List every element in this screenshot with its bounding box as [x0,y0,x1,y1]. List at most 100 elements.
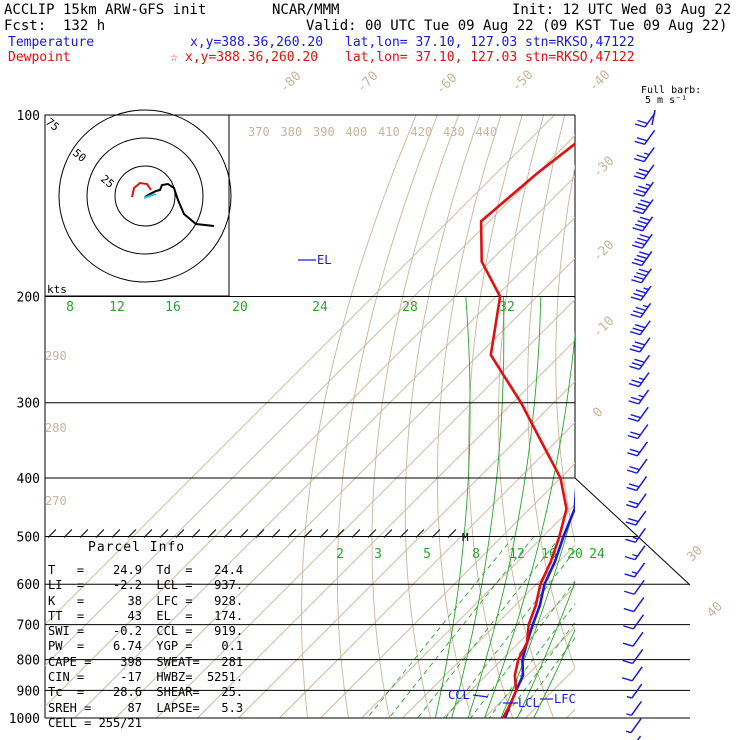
wind-barb-flag [623,625,634,630]
model-title: ACCLIP 15km ARW-GFS init [4,2,207,18]
dewpoint-legend: Dewpoint [8,50,71,65]
moist-adiabat [500,502,575,719]
wind-barb-flag [623,607,635,613]
wind-barb-flag [632,344,643,350]
wind-barb-flag [628,500,639,505]
wind-barb-flag [639,251,650,256]
wind-barb-flag [629,348,641,353]
parcel-row: CAPE = 398 SWEAT= 281 [48,654,244,669]
wind-barb-flag [632,327,643,332]
mixing-ratio-label: 24 [589,547,605,562]
wind-barb-half [626,695,633,699]
wind-barb-staff [631,683,643,699]
wind-barb [624,545,646,561]
wind-barb-flag [631,244,643,249]
hatch-mark [335,529,345,538]
pressure-label: 100 [17,109,40,124]
wind-barb [626,475,648,492]
isotherm-label: -80 [277,69,304,96]
wind-barb-flag [632,227,643,232]
org-label: NCAR/MMM [272,2,340,18]
wind-barb-flag [636,254,648,260]
barb-scale-title: Full barb: [641,85,702,96]
mixing-ratio-line [388,536,535,719]
temperature-latlon: lat,lon= 37.10, 127.03 [345,35,518,50]
wind-barb-staff [635,475,648,491]
wind-barbs [621,109,656,740]
wind-barb [630,285,652,301]
wind-barb [630,302,652,319]
isotherm-line [361,503,575,719]
wind-barb-flag [632,209,644,215]
wind-barb-flag [635,206,646,211]
mixing-ratio-line [445,550,575,719]
moist-adiabat-label: 20 [232,300,248,315]
parcel-info-title: Parcel Info [88,540,186,555]
wind-barb-flag [628,400,639,405]
sounding-traces [479,142,575,719]
dry-adiabat [610,115,718,718]
wind-barb-half [632,536,639,540]
wind-barb-flag [635,189,647,194]
parcel-row: K = 38 LFC = 928. [48,593,244,608]
wind-barb [627,406,649,422]
wind-barb-staff [631,649,644,664]
isotherm-line [238,380,575,719]
isotherm-line [74,216,575,719]
wind-barb [626,683,643,699]
wind-barb-half [638,394,644,398]
wind-barb-flag [627,452,638,457]
mixing-ratio-label: 3 [374,547,382,562]
wind-barb-half [632,553,638,557]
wind-barb-staff [637,406,649,422]
hatch-mark [207,529,217,538]
wind-barb-flag [623,590,635,595]
wind-barb-staff [630,700,643,716]
forecast-hour: Fcst: 132 h [4,18,106,34]
wind-barb [629,337,651,353]
dry-adiabat [371,115,460,719]
wind-barb [631,233,653,249]
wind-barb [632,216,654,232]
isotherm-label: 0 [590,405,606,421]
wind-barb-flag [631,279,642,284]
theta-label: 290 [45,349,67,363]
wind-barb [625,527,647,544]
hodograph-upper-segment [144,182,215,227]
pressure-label: 400 [17,472,40,487]
moist-adiabat-label: 28 [402,300,418,315]
m-marker: M [462,531,469,544]
wind-barb-flag [631,379,642,384]
wind-barb [623,614,645,630]
dewpoint-station: stn=RKSO,47122 [525,50,635,65]
wind-barb-flag [636,154,647,159]
wind-barb-flag [640,199,651,204]
wind-barb [632,199,654,215]
wind-barb-staff [634,545,646,561]
wind-barb [626,458,648,474]
wind-barb-staff [633,562,646,578]
isotherm-label: -70 [354,69,381,96]
isotherm-line [197,339,575,719]
wind-barb-flag [628,517,639,523]
wind-barb-flag [634,240,645,246]
wind-barb-flag [625,521,637,526]
moist-adiabat [467,296,542,719]
parcel-row: SWI = -0.2 CCL = 919. [48,624,244,639]
wind-barb-flag [629,448,641,453]
moist-adiabat [451,296,505,719]
isotherm-line [45,175,575,708]
moist-adiabat [434,296,471,719]
dewpoint-latlon: lat,lon= 37.10, 127.03 [345,50,518,65]
wind-barb-flag [631,362,643,367]
wind-barb-staff [637,424,649,439]
wind-barb-flag [622,642,634,647]
hatch-mark [383,529,393,538]
parcel-row: SREH = 87 LAPSE= 5.3 [48,700,244,715]
wind-barb [629,320,651,336]
hatch-mark [351,529,361,538]
isotherm-label: -30 [590,154,617,181]
parcel-row: CELL = 255/21 [48,715,244,730]
moist-adiabat-label: 24 [312,300,328,315]
parcel-row: Tc = 28.6 SHEAR= 25. [48,685,244,700]
